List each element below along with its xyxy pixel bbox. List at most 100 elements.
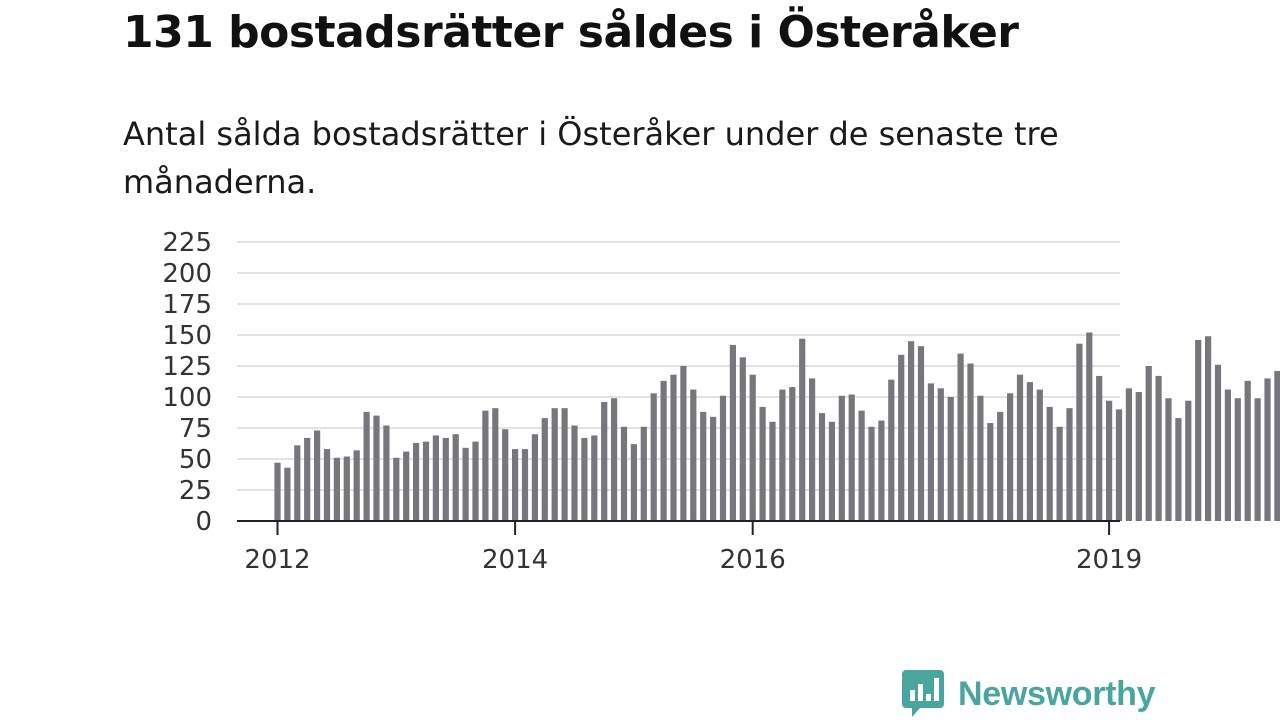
bar	[333, 457, 340, 521]
bar	[1096, 375, 1103, 521]
y-tick-label: 225	[162, 228, 212, 258]
bar	[492, 408, 499, 521]
bar	[1135, 392, 1142, 521]
bar	[472, 441, 479, 521]
bar	[1076, 343, 1083, 521]
bar	[769, 421, 776, 521]
bar	[878, 420, 885, 521]
bar	[393, 457, 400, 521]
bar	[848, 394, 855, 521]
bar	[1036, 389, 1043, 521]
bar	[1264, 378, 1271, 521]
x-tick-label: 2012	[244, 545, 310, 575]
bar	[284, 467, 291, 521]
bar	[1234, 398, 1241, 521]
bar	[947, 397, 954, 521]
bar	[1254, 398, 1261, 521]
bar	[611, 398, 618, 521]
bar	[779, 389, 786, 521]
bar	[789, 387, 796, 521]
bar	[690, 389, 697, 521]
y-tick-label: 100	[162, 383, 212, 413]
bar	[710, 416, 717, 521]
bar	[818, 413, 826, 521]
bar	[888, 379, 895, 521]
x-tick-label: 2019	[1076, 545, 1142, 575]
bar	[997, 411, 1004, 521]
bar	[630, 444, 637, 521]
bar	[274, 462, 281, 521]
bar	[512, 449, 519, 521]
y-tick-label: 175	[162, 290, 212, 320]
bar	[1205, 336, 1212, 521]
bar	[571, 425, 578, 521]
y-tick-label: 150	[162, 321, 212, 351]
bar	[432, 435, 439, 521]
bar	[739, 357, 746, 521]
bar	[868, 426, 875, 521]
bar	[304, 437, 311, 521]
bar	[1195, 339, 1202, 521]
bar	[660, 380, 667, 521]
bar	[977, 395, 984, 521]
bar	[1106, 400, 1113, 521]
bar	[799, 338, 806, 521]
bar	[1224, 389, 1231, 521]
bar	[452, 434, 459, 521]
bar	[908, 341, 915, 521]
bar	[917, 346, 925, 521]
bar	[561, 408, 568, 521]
bar	[541, 418, 548, 521]
x-tick-label: 2016	[720, 545, 786, 575]
bar	[670, 374, 677, 521]
bar	[759, 406, 766, 521]
bar	[957, 353, 964, 521]
bar	[294, 445, 301, 521]
bar	[403, 451, 410, 521]
bar	[1016, 374, 1024, 521]
bar	[591, 435, 598, 521]
bar	[581, 437, 588, 521]
x-axis-tick-labels: 2012201420162019202120232025	[244, 521, 1142, 575]
bar	[650, 393, 657, 521]
bar	[482, 410, 489, 521]
bar	[680, 366, 687, 521]
bar	[551, 408, 558, 521]
y-tick-label: 0	[195, 507, 212, 537]
chart-title: 131 bostadsrätter såldes i Österåker	[123, 7, 1019, 58]
bar	[442, 437, 449, 521]
bar	[828, 421, 835, 521]
bar	[1066, 408, 1073, 521]
bar	[700, 411, 707, 521]
bar	[363, 411, 370, 521]
bar	[1244, 380, 1251, 521]
y-tick-label: 125	[162, 352, 212, 382]
bar	[383, 425, 390, 521]
newsworthy-logo-icon	[902, 670, 944, 717]
bar	[858, 410, 865, 521]
bar	[1274, 370, 1280, 521]
bar	[462, 447, 469, 521]
bar	[413, 442, 420, 521]
bar	[937, 388, 944, 521]
bar	[1046, 406, 1053, 521]
x-tick-label: 2014	[482, 545, 548, 575]
bar	[1125, 388, 1132, 521]
bar	[1056, 426, 1063, 521]
bar	[1086, 332, 1093, 521]
bar	[1145, 366, 1152, 521]
bar	[531, 434, 538, 521]
bar	[1155, 375, 1162, 521]
bar	[353, 450, 360, 521]
bar	[1165, 398, 1172, 521]
bar	[719, 395, 727, 521]
bar	[1007, 393, 1014, 521]
bar	[1115, 409, 1123, 521]
bar	[838, 395, 845, 521]
bar	[927, 383, 934, 521]
bar	[640, 426, 647, 521]
bar	[343, 456, 350, 521]
bar	[422, 441, 430, 521]
